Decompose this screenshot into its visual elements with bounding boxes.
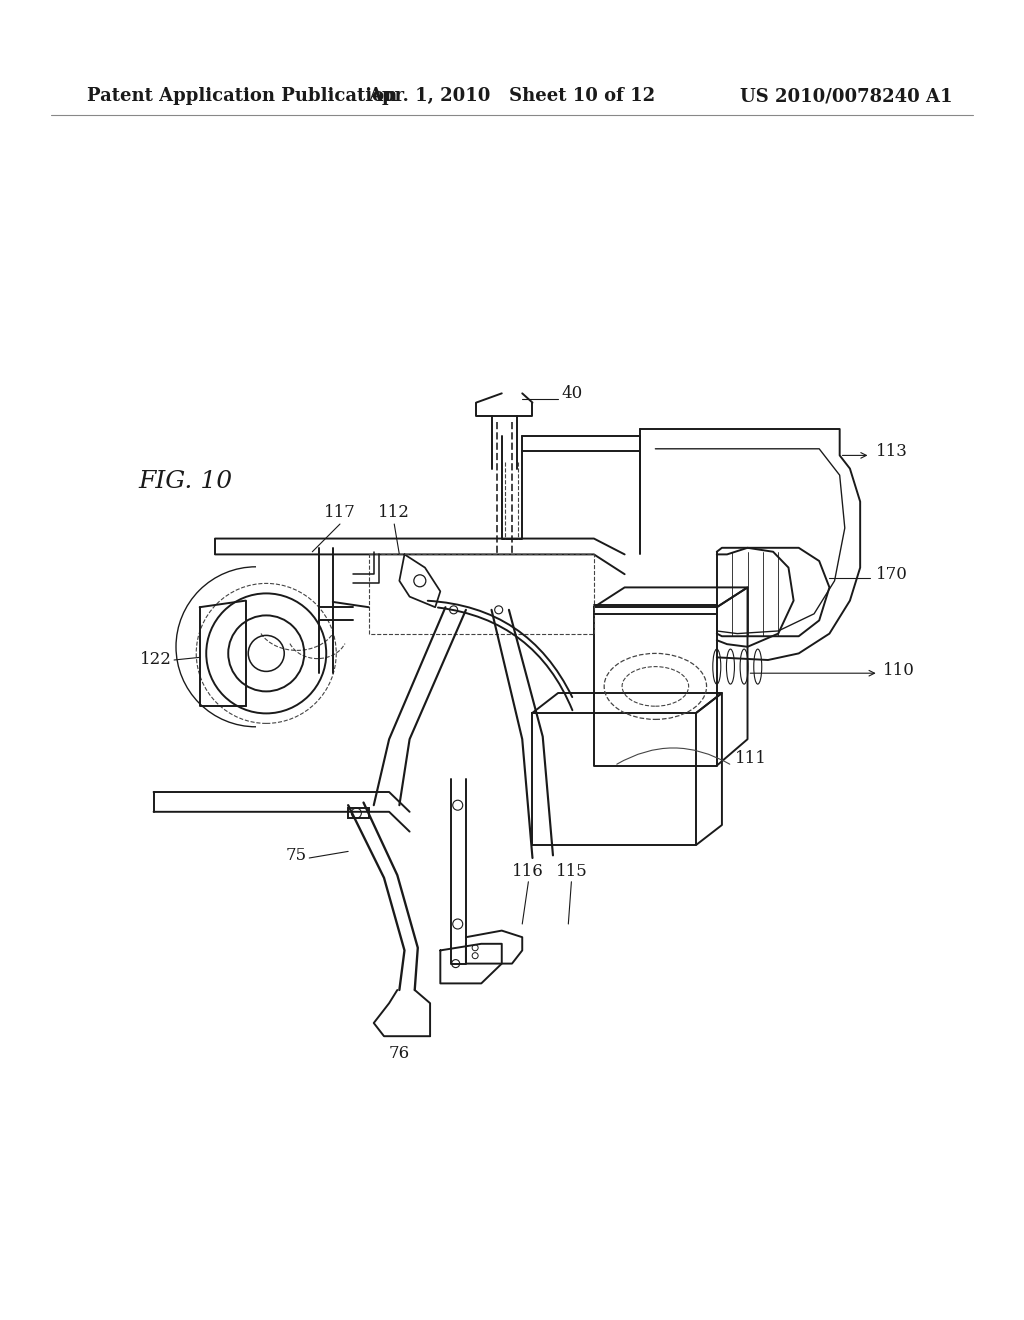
Text: 40: 40 <box>561 385 583 401</box>
Text: FIG. 10: FIG. 10 <box>138 470 232 494</box>
Text: 116: 116 <box>511 863 544 879</box>
Text: 117: 117 <box>324 504 356 520</box>
Text: 122: 122 <box>140 652 172 668</box>
Text: 112: 112 <box>378 504 411 520</box>
Text: US 2010/0078240 A1: US 2010/0078240 A1 <box>739 87 952 106</box>
Text: 76: 76 <box>389 1045 410 1061</box>
Text: 111: 111 <box>735 751 767 767</box>
Text: Apr. 1, 2010   Sheet 10 of 12: Apr. 1, 2010 Sheet 10 of 12 <box>369 87 655 106</box>
Text: 115: 115 <box>555 863 588 879</box>
Text: 113: 113 <box>876 444 907 459</box>
Text: Patent Application Publication: Patent Application Publication <box>87 87 397 106</box>
Text: 110: 110 <box>883 663 914 678</box>
Text: 75: 75 <box>286 847 307 863</box>
Text: 170: 170 <box>876 566 907 582</box>
